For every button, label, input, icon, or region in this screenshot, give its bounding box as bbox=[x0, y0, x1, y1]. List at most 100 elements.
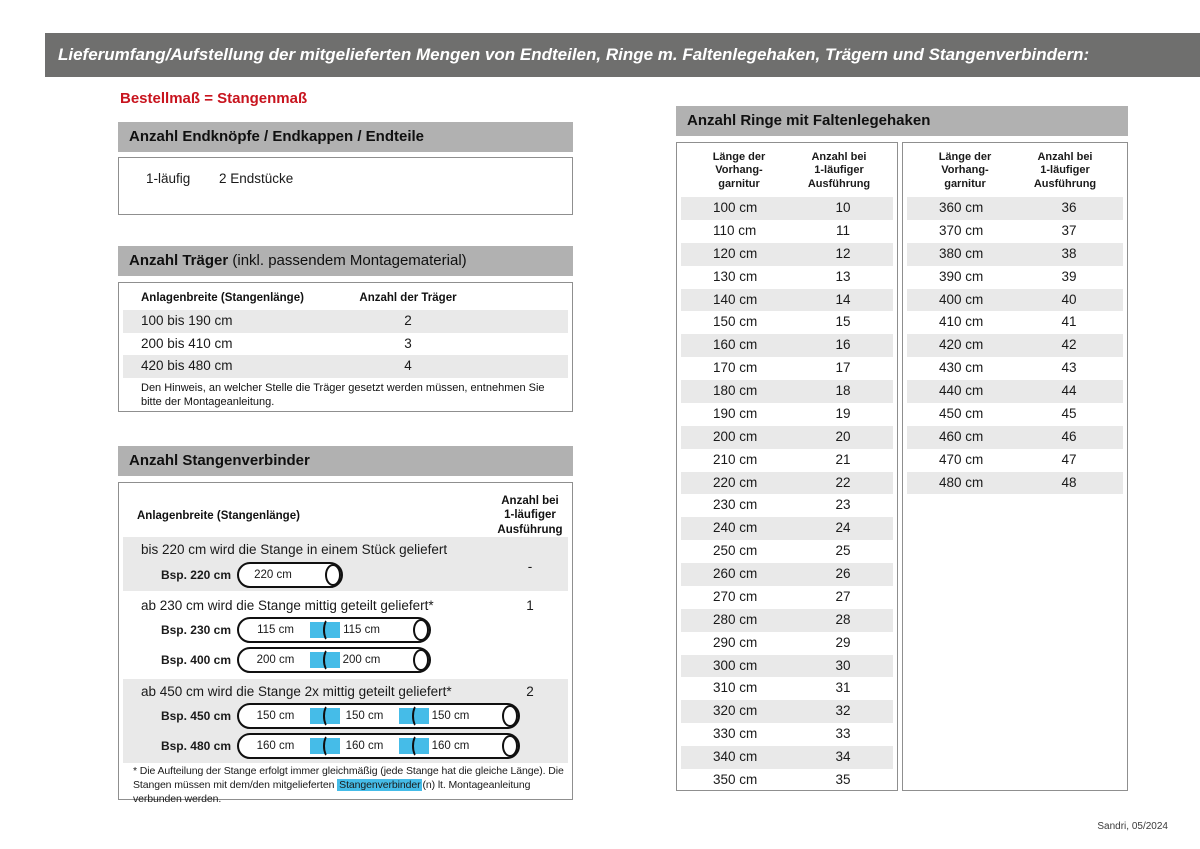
count-cell: 2 bbox=[404, 313, 412, 328]
count-cell: 22 bbox=[835, 474, 851, 490]
section-heading-traeger: Anzahl Träger (inkl. passendem Montagema… bbox=[118, 246, 573, 276]
length-cell: 360 cm bbox=[939, 200, 984, 215]
length-cell: 260 cm bbox=[713, 566, 758, 581]
rod-segment-label: 160 cm bbox=[431, 740, 470, 752]
ringe-col1-header: Länge der Vorhang-garnitur bbox=[913, 151, 1017, 191]
length-cell: 350 cm bbox=[713, 771, 758, 787]
count-cell: 32 bbox=[835, 703, 851, 719]
ringe-table-1-rows: 100 cm 10 110 cm 11 120 cm 12 130 cm 13 140 cm 14… bbox=[681, 197, 893, 792]
count-cell: 40 bbox=[1061, 291, 1077, 307]
count-cell: 48 bbox=[1061, 474, 1077, 490]
header-line: Ausführung bbox=[497, 523, 563, 536]
traeger-col2-header: Anzahl der Träger bbox=[359, 292, 457, 304]
table-row: 320 cm 32 bbox=[681, 700, 893, 724]
count-cell: 4 bbox=[404, 358, 412, 373]
count-cell: 24 bbox=[835, 520, 851, 536]
table-row: 350 cm 35 bbox=[681, 769, 893, 792]
traeger-table: Anlagenbreite (Stangenlänge) Anzahl der … bbox=[118, 282, 573, 412]
page-title-bar: Lieferumfang/Aufstellung der mitgeliefer… bbox=[45, 33, 1200, 77]
rod-joint-arc-icon bbox=[323, 618, 335, 642]
stangenverbinder-row: ab 450 cm wird die Stange 2x mittig gete… bbox=[123, 679, 568, 763]
rod-diagram: 200 cm 200 cm bbox=[237, 647, 431, 673]
length-cell: 430 cm bbox=[939, 360, 984, 376]
stangenverbinder-footnote: * Die Aufteilung der Stange erfolgt imme… bbox=[133, 764, 574, 807]
rod-segment-label: 160 cm bbox=[256, 740, 295, 752]
table-row: 450 cm 45 bbox=[907, 403, 1123, 426]
length-cell: 130 cm bbox=[713, 268, 758, 284]
table-row: 290 cm 29 bbox=[681, 632, 893, 655]
count-cell: 25 bbox=[835, 543, 851, 559]
row-description: bis 220 cm wird die Stange in einem Stüc… bbox=[141, 542, 448, 557]
section-heading-endteile-label: Anzahl Endknöpfe / Endkappen / Endteile bbox=[129, 128, 425, 145]
length-cell: 480 cm bbox=[939, 474, 984, 490]
count-cell: 16 bbox=[835, 337, 851, 353]
table-row: 210 cm 21 bbox=[681, 449, 893, 472]
rod-segment-label: 160 cm bbox=[345, 740, 384, 752]
count-cell: 3 bbox=[404, 335, 412, 351]
table-row: 160 cm 16 bbox=[681, 334, 893, 358]
length-cell: 380 cm bbox=[939, 245, 984, 261]
endteile-type-cell: 1-läufig bbox=[146, 171, 191, 186]
footer-note: Sandri, 05/2024 bbox=[1097, 821, 1168, 832]
length-cell: 290 cm bbox=[713, 634, 758, 650]
count-cell: 36 bbox=[1061, 200, 1077, 215]
rod-segment-label: 115 cm bbox=[257, 624, 294, 636]
length-cell: 110 cm bbox=[713, 222, 757, 238]
endteile-table: 1-läufig 2 Endstücke bbox=[118, 157, 573, 215]
rod-body bbox=[237, 703, 520, 729]
table-row: 390 cm 39 bbox=[907, 266, 1123, 289]
count-cell: 37 bbox=[1061, 222, 1077, 238]
stangenverbinder-table: Anlagenbreite (Stangenlänge) Anzahl bei 1… bbox=[118, 482, 573, 805]
table-row: 220 cm 22 bbox=[681, 471, 893, 495]
table-row: 300 cm 30 bbox=[681, 654, 893, 678]
rod-segment-label: 150 cm bbox=[431, 710, 470, 722]
table-row: 440 cm 44 bbox=[907, 380, 1123, 403]
length-cell: 180 cm bbox=[713, 383, 758, 398]
example-label: Bsp. 450 cm bbox=[160, 709, 231, 723]
count-cell: 12 bbox=[835, 245, 851, 261]
table-row: 310 cm 31 bbox=[681, 677, 893, 700]
row-description: ab 230 cm wird die Stange mittig geteilt… bbox=[141, 598, 434, 613]
count-cell: 31 bbox=[835, 680, 851, 696]
table-row: 460 cm 46 bbox=[907, 425, 1123, 449]
header-line: 1-läufiger bbox=[1040, 164, 1090, 177]
header-line: Ausführung bbox=[807, 177, 871, 190]
table-row: 120 cm 12 bbox=[681, 242, 893, 266]
length-cell: 470 cm bbox=[939, 451, 984, 467]
table-row: 400 cm 40 bbox=[907, 288, 1123, 312]
count-cell: 26 bbox=[835, 566, 851, 581]
table-row: 330 cm 33 bbox=[681, 723, 893, 746]
section-heading-stangenverbinder-label: Anzahl Stangenverbinder bbox=[129, 452, 310, 469]
count-cell: 1 bbox=[526, 598, 534, 613]
section-heading-ringe: Anzahl Ringe mit Faltenlegehaken bbox=[676, 106, 1128, 136]
count-cell: 41 bbox=[1061, 314, 1077, 330]
count-cell: 35 bbox=[835, 771, 851, 787]
rod-joint-arc-icon bbox=[323, 734, 335, 758]
count-cell: 28 bbox=[835, 611, 851, 627]
endteile-value-cell: 2 Endstücke bbox=[219, 171, 294, 186]
header-line: garnitur bbox=[718, 177, 760, 190]
range-cell: 420 bis 480 cm bbox=[141, 358, 233, 373]
ringe-col2-header: Anzahl bei 1-läufiger Ausführung bbox=[1013, 151, 1117, 191]
count-cell: 17 bbox=[835, 360, 851, 376]
example-label: Bsp. 230 cm bbox=[160, 623, 231, 637]
rod-segment-label: 200 cm bbox=[256, 654, 295, 666]
length-cell: 440 cm bbox=[939, 383, 984, 398]
order-measure-note: Bestellmaß = Stangenmaß bbox=[120, 90, 308, 107]
length-cell: 330 cm bbox=[713, 726, 758, 742]
rod-end-cap-icon bbox=[413, 619, 429, 641]
header-line: Länge der bbox=[938, 151, 992, 163]
table-row: 190 cm 19 bbox=[681, 403, 893, 426]
example-label: Bsp. 220 cm bbox=[160, 568, 231, 582]
table-row: 420 bis 480 cm 4 bbox=[123, 355, 568, 378]
count-cell: 19 bbox=[835, 405, 851, 421]
length-cell: 140 cm bbox=[713, 291, 758, 307]
rod-example: Bsp. 480 cm 160 cm 160 cm 160 cm bbox=[153, 733, 520, 759]
count-cell: 13 bbox=[835, 268, 851, 284]
rod-end-cap-icon bbox=[502, 705, 518, 727]
count-cell: 11 bbox=[835, 222, 850, 238]
rod-body bbox=[237, 647, 431, 673]
header-line: Ausführung bbox=[1033, 177, 1097, 190]
header-line: Anzahl bei bbox=[501, 495, 559, 507]
table-row: 370 cm 37 bbox=[907, 220, 1123, 243]
